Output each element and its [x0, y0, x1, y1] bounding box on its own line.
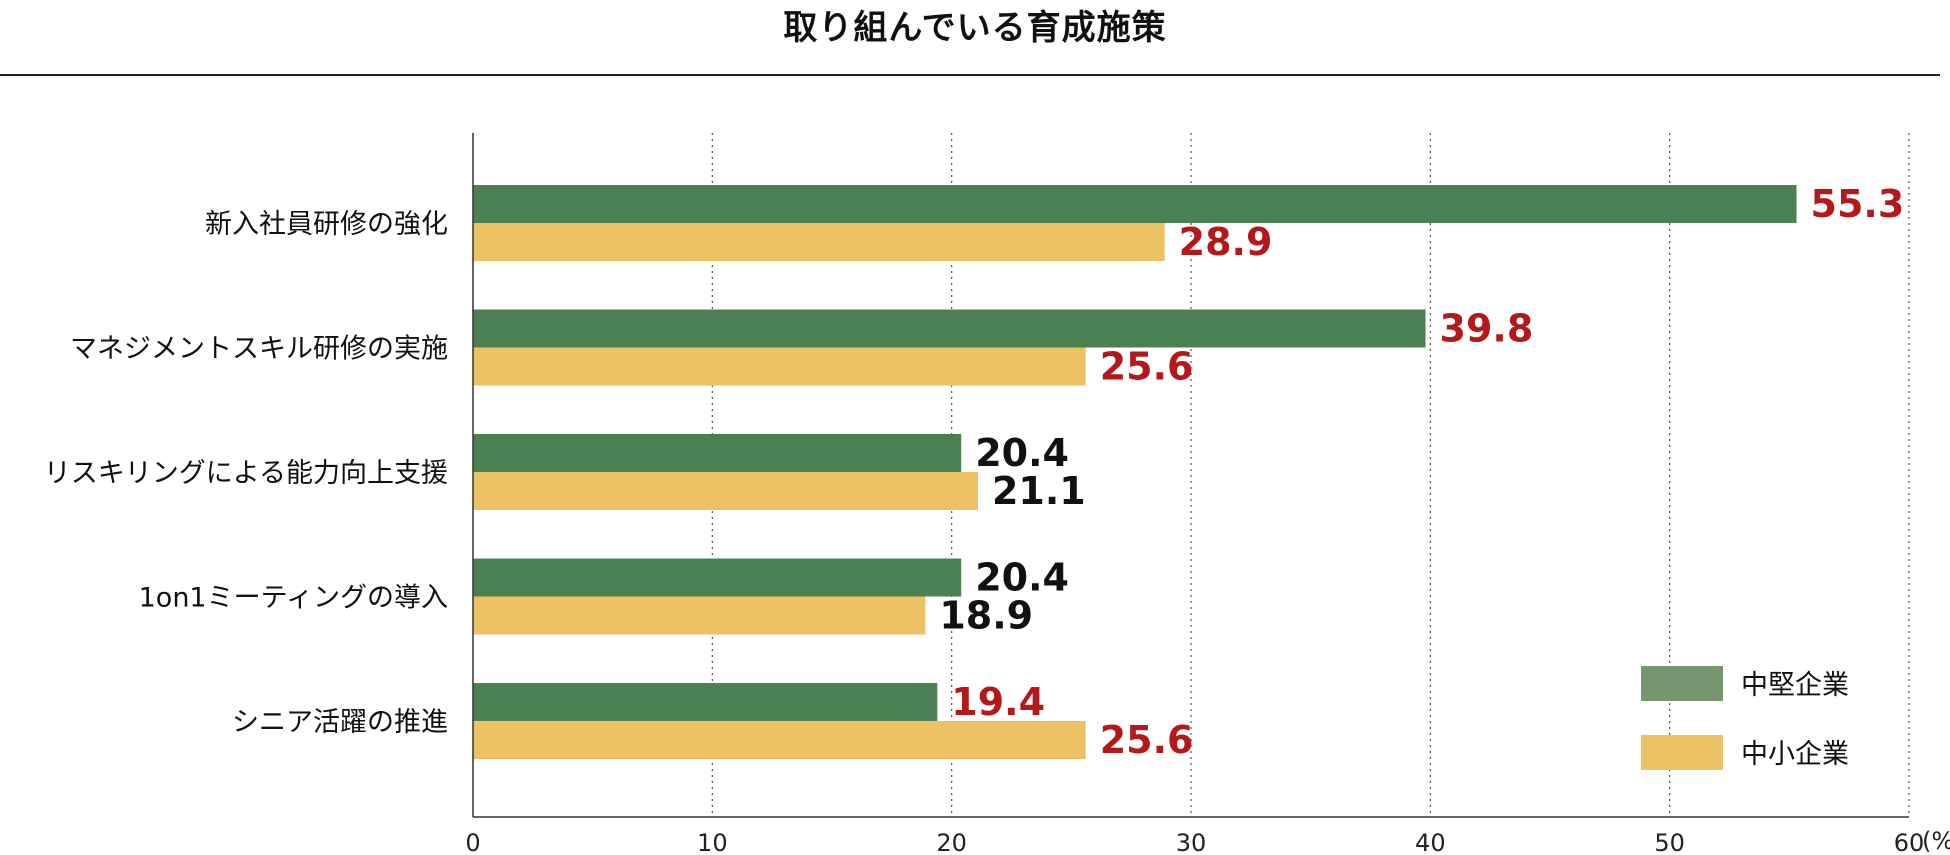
data-label: 20.4 — [975, 431, 1069, 475]
bar-chusho — [473, 472, 978, 510]
x-tick-label: 40 — [1415, 829, 1446, 855]
bar-chuken — [473, 683, 938, 721]
x-tick-label: 20 — [936, 829, 967, 855]
bar-chuken — [473, 309, 1426, 348]
legend-swatch — [1641, 735, 1723, 770]
category-label: マネジメントスキル研修の実施 — [70, 334, 448, 365]
x-tick-label: 60 — [1894, 829, 1925, 855]
data-label: 21.1 — [992, 469, 1086, 513]
category-label: 1on1ミーティングの導入 — [139, 583, 448, 614]
bar-chuken — [473, 185, 1797, 223]
x-unit-label: (%) — [1922, 827, 1950, 855]
bar-chusho — [473, 223, 1165, 261]
legend-label: 中小企業 — [1741, 739, 1849, 770]
legend-swatch — [1641, 666, 1723, 701]
x-tick-label: 30 — [1176, 829, 1207, 855]
category-label: シニア活躍の推進 — [232, 707, 448, 738]
bar-chusho — [473, 721, 1086, 759]
title-divider — [0, 74, 1940, 76]
bar-chusho — [473, 596, 926, 635]
legend-label: 中堅企業 — [1741, 670, 1849, 701]
x-tick-label: 50 — [1654, 829, 1685, 855]
data-label: 20.4 — [975, 556, 1069, 600]
x-tick-label: 10 — [697, 829, 728, 855]
chart-title: 取り組んでいる育成施策 — [783, 8, 1167, 48]
bar-chuken — [473, 558, 962, 597]
category-label: 新入社員研修の強化 — [205, 209, 448, 240]
bar-chuken — [473, 434, 962, 472]
x-tick-label: 0 — [465, 829, 480, 855]
data-label: 25.6 — [1100, 718, 1194, 762]
category-label: リスキリングによる能力向上支援 — [44, 458, 448, 489]
data-label: 28.9 — [1179, 220, 1273, 264]
data-label: 55.3 — [1811, 182, 1905, 226]
data-label: 19.4 — [951, 680, 1045, 724]
data-label: 39.8 — [1440, 307, 1534, 351]
data-label: 25.6 — [1100, 345, 1194, 389]
bar-chusho — [473, 347, 1086, 386]
data-label: 18.9 — [939, 594, 1033, 638]
